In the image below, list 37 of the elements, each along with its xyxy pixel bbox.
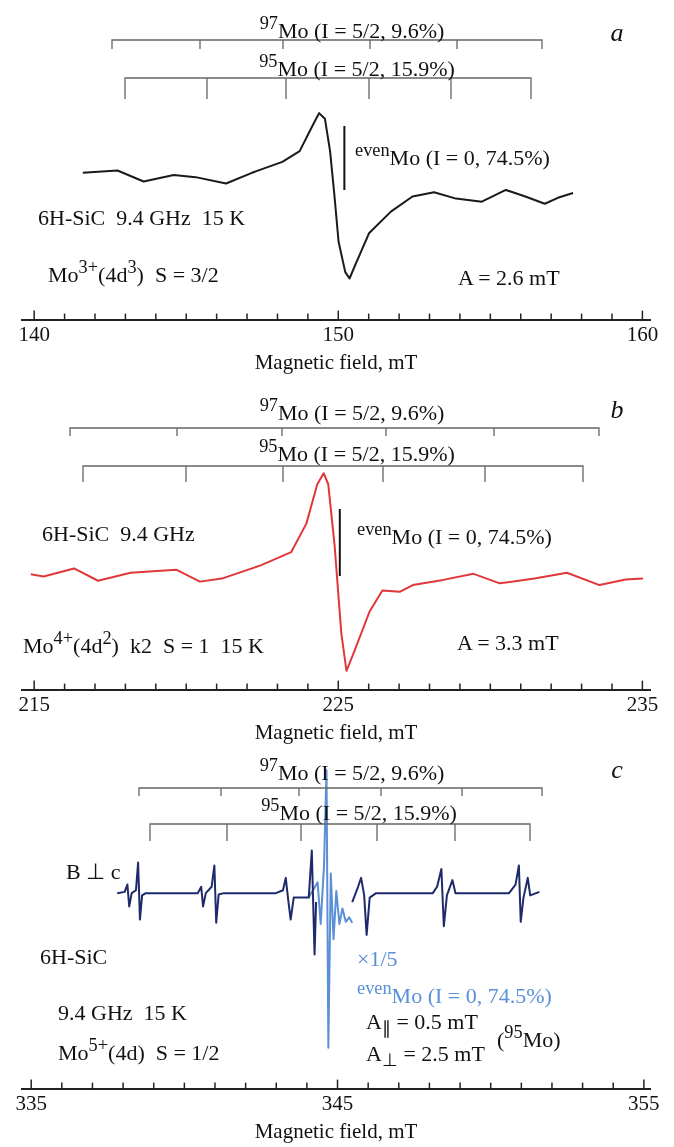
x-tick-label: 235	[626, 691, 659, 716]
annotation: A = 2.6 mT	[458, 265, 560, 290]
chart-title: b	[610, 395, 624, 424]
annotation: A$_{∥}$ = 0.5 mT	[366, 1008, 478, 1039]
x-tick-label: 355	[628, 1090, 660, 1115]
text: $^{95}$Mo (I = 5/2, 15.9%)	[259, 436, 455, 466]
annotation: $^{97}$Mo (I = 5/2, 9.6%)	[259, 755, 445, 785]
text: $^{95}$Mo (I = 5/2, 15.9%)	[259, 51, 455, 81]
annotation: ($^{95}$Mo)	[497, 1022, 561, 1052]
annotation: 9.4 GHz 15 K	[58, 1000, 187, 1025]
annotation: $^{even}$Mo (I = 0, 74.5%)	[355, 140, 550, 170]
annotation: $^{even}$Mo (I = 0, 74.5%)	[357, 978, 552, 1008]
text: $^{97}$Mo (I = 5/2, 9.6%)	[259, 395, 445, 425]
annotation: Mo$^{4+}$(4d$^{2}$) k2 S = 1 15 K	[23, 628, 264, 658]
x-tick-label: 335	[15, 1090, 47, 1115]
x-axis-title: Magnetic field, mT	[254, 719, 418, 744]
x-axis-title: Magnetic field, mT	[254, 349, 418, 374]
chart-title: a	[610, 18, 624, 47]
x-tick-label: 160	[626, 321, 659, 346]
annotation: Mo$^{5+}$(4d) S = 1/2	[58, 1035, 220, 1065]
x-tick-label: 215	[18, 691, 50, 716]
annotation: A = 3.3 mT	[457, 630, 559, 655]
annotation: 6H-SiC 9.4 GHz	[42, 521, 195, 546]
annotation: $^{even}$Mo (I = 0, 74.5%)	[357, 519, 552, 549]
x-tick-label: 345	[321, 1090, 354, 1115]
series-label: ×1/5	[357, 946, 398, 971]
x-tick-label: 225	[322, 691, 355, 716]
x-axis-title: Magnetic field, mT	[254, 1118, 418, 1143]
x-tick-label: 150	[322, 321, 355, 346]
annotation: Mo$^{3+}$(4d$^{3}$) S = 3/2	[48, 257, 219, 287]
text: $^{97}$Mo (I = 5/2, 9.6%)	[259, 13, 445, 43]
x-tick-label: 140	[18, 321, 50, 346]
chart-title: c	[611, 755, 623, 784]
annotation: A$_{⊥}$ = 2.5 mT	[366, 1040, 485, 1071]
annotation: 6H-SiC 9.4 GHz 15 K	[38, 205, 246, 230]
annotation: 6H-SiC	[40, 944, 108, 969]
annotation: B ⊥ c	[66, 859, 121, 884]
